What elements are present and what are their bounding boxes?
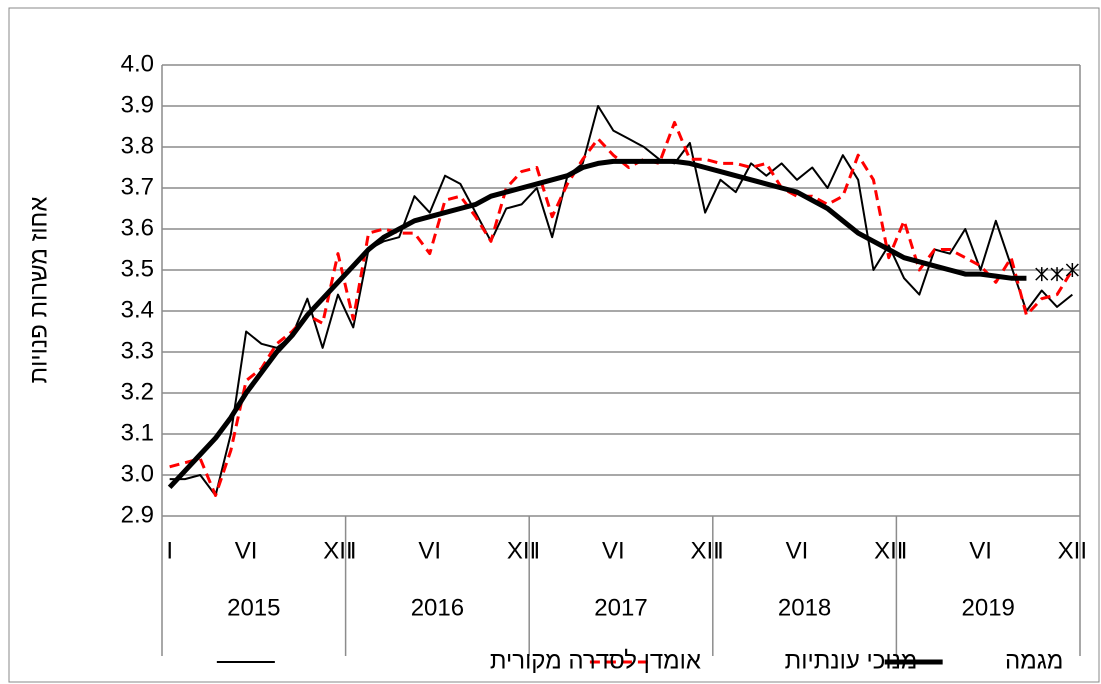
x-tick-label: XII — [1058, 537, 1087, 564]
x-group-label: 2015 — [227, 594, 280, 621]
y-tick-label: 3.0 — [121, 460, 154, 487]
series-line — [169, 120, 1074, 497]
x-tick-label: VI — [786, 537, 809, 564]
x-group-label: 2019 — [962, 594, 1015, 621]
asterisk-marker — [1065, 263, 1079, 277]
x-tick-label: I — [901, 537, 908, 564]
asterisk-marker — [1035, 267, 1049, 282]
x-tick-label: VI — [235, 537, 258, 564]
x-tick-label: VI — [418, 537, 441, 564]
series-line — [167, 158, 1027, 490]
x-tick-label: XII — [323, 537, 352, 564]
y-tick-label: 3.9 — [121, 91, 154, 118]
x-group-label: 2016 — [411, 594, 464, 621]
y-tick-label: 4.0 — [121, 50, 154, 77]
x-group-label: 2017 — [594, 594, 647, 621]
y-tick-label: 3.8 — [121, 132, 154, 159]
legend-label: מנוכי עונתיות — [785, 647, 918, 674]
x-tick-label: XII — [874, 537, 903, 564]
x-tick-label: VI — [602, 537, 625, 564]
y-tick-label: 3.1 — [121, 419, 154, 446]
x-group-label: 2018 — [778, 594, 831, 621]
x-tick-label: I — [534, 537, 541, 564]
y-tick-label: 3.2 — [121, 378, 154, 405]
series-line — [169, 105, 1073, 497]
legend-label: מגמה — [1005, 647, 1063, 674]
chart-frame — [8, 7, 1100, 683]
x-tick-label: I — [350, 537, 357, 564]
x-tick-label: XII — [507, 537, 536, 564]
x-tick-label: XII — [690, 537, 719, 564]
y-axis-title: אחוז משרות פנויות — [25, 197, 52, 384]
y-tick-label: 2.9 — [121, 501, 154, 528]
y-tick-label: 3.6 — [121, 214, 154, 241]
x-tick-label: I — [717, 537, 724, 564]
x-tick-label: I — [166, 537, 173, 564]
asterisk-marker — [1050, 267, 1064, 282]
y-tick-label: 3.7 — [121, 173, 154, 200]
legend-label: אומדן לסדרה מקורית — [490, 647, 701, 674]
y-tick-label: 3.3 — [121, 337, 154, 364]
y-tick-label: 3.4 — [121, 296, 154, 323]
y-tick-label: 3.5 — [121, 255, 154, 282]
x-tick-label: VI — [969, 537, 992, 564]
